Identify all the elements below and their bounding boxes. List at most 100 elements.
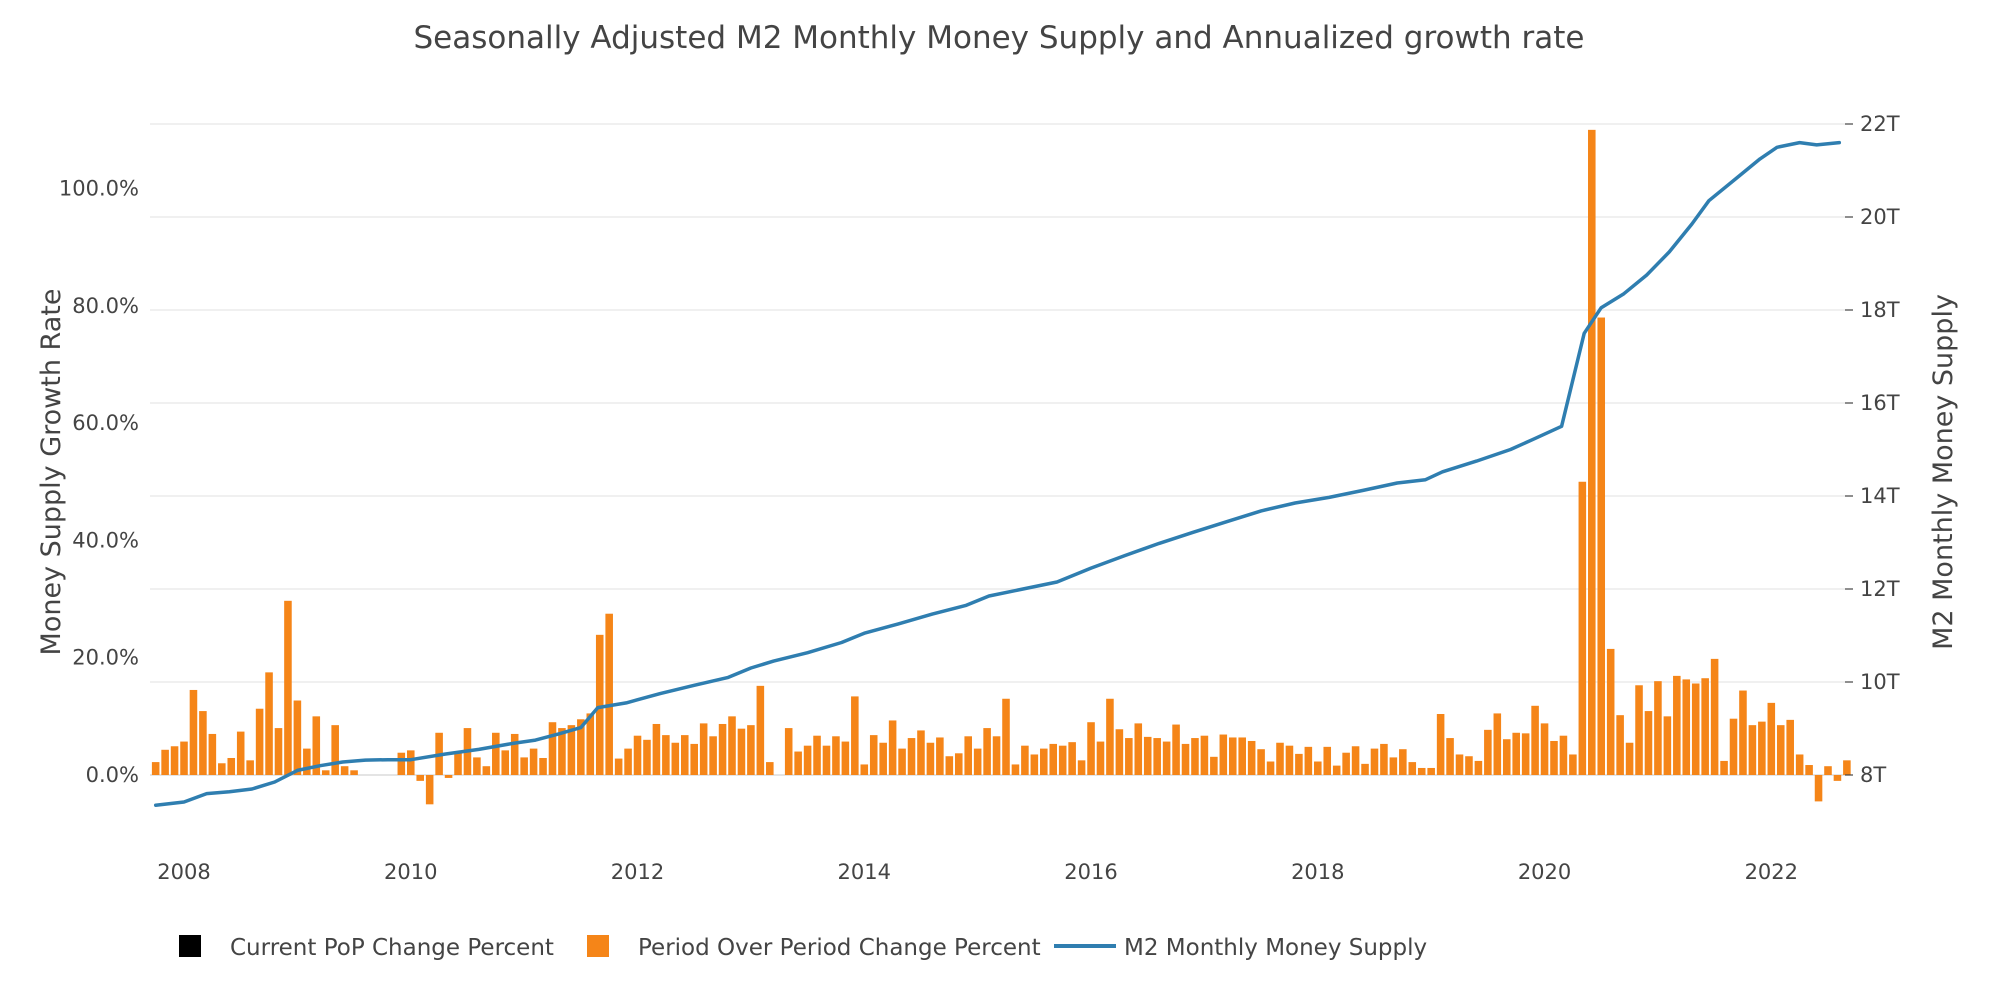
bar: [1351, 746, 1360, 775]
bar: [1691, 683, 1700, 775]
bar: [1502, 739, 1511, 775]
bar: [1191, 738, 1199, 775]
bar: [189, 689, 198, 775]
bar: [1417, 767, 1426, 775]
bar: [1115, 729, 1124, 775]
x-tick-label: 2020: [1518, 860, 1571, 884]
bar: [246, 760, 254, 775]
bar: [1550, 740, 1558, 775]
bar: [973, 748, 982, 775]
bar: [1408, 762, 1417, 775]
bar: [680, 735, 689, 775]
bar: [321, 770, 330, 775]
bar: [218, 763, 226, 775]
bar: [1710, 658, 1719, 775]
bar: [1531, 705, 1539, 775]
bar: [1323, 746, 1332, 775]
bar: [1786, 719, 1794, 775]
legend-label-period-over-period: Period Over Period Change Percent: [638, 935, 1041, 961]
bar: [1342, 752, 1350, 775]
bar: [1285, 745, 1294, 775]
bar: [1843, 760, 1851, 775]
bar: [1228, 737, 1237, 775]
bar: [1181, 743, 1190, 775]
bar: [954, 753, 963, 775]
bar: [1380, 743, 1388, 775]
bar: [255, 708, 264, 775]
bar: [1238, 737, 1246, 775]
line-series: [153, 140, 1842, 807]
y-left-axis-ticks: 0.0% 20.0% 40.0% 60.0% 80.0% 100.0%: [59, 177, 139, 788]
bar: [917, 730, 925, 775]
bar: [1512, 732, 1520, 775]
bar: [652, 723, 661, 775]
bar: [945, 756, 954, 775]
bar: [936, 737, 944, 775]
bar: [1682, 679, 1691, 775]
bar: [1096, 741, 1105, 775]
bar: [577, 719, 585, 775]
bar: [1597, 317, 1606, 775]
x-tick-label: 2008: [157, 860, 210, 884]
bar: [1304, 746, 1313, 775]
bar: [350, 770, 358, 775]
bar: [992, 736, 1001, 775]
y-right-tick-label: 16T: [1860, 391, 1900, 415]
bar: [1134, 723, 1143, 775]
bar: [1720, 760, 1728, 775]
bar: [1389, 757, 1398, 775]
bar: [1276, 742, 1284, 775]
bar: [1077, 760, 1086, 775]
bar: [756, 685, 765, 775]
bar: [813, 735, 821, 775]
bar: [1493, 713, 1502, 775]
bar: [869, 735, 878, 775]
bar: [1654, 681, 1662, 775]
bar: [907, 738, 916, 775]
bar: [728, 716, 736, 775]
bar: [1030, 754, 1039, 775]
bar: [303, 748, 311, 775]
bar: [1540, 723, 1549, 775]
bar: [236, 731, 245, 775]
bar: [1814, 775, 1823, 802]
bar: [1758, 721, 1766, 775]
bar: [510, 733, 519, 775]
bar: [151, 762, 160, 775]
bar: [227, 757, 236, 775]
bar: [1748, 725, 1757, 775]
y-left-tick-label: 60.0%: [72, 411, 139, 435]
bar: [1616, 715, 1624, 775]
bar: [879, 742, 887, 775]
bar: [1776, 725, 1785, 775]
bar: [662, 735, 670, 775]
bar: [690, 743, 698, 775]
bar: [737, 728, 746, 775]
bar: [1087, 722, 1095, 775]
bar: [1370, 748, 1379, 775]
bar: [1210, 756, 1218, 775]
y-right-tick-label: 8T: [1860, 763, 1886, 787]
y-left-tick-label: 40.0%: [72, 528, 139, 552]
bar: [860, 764, 869, 775]
bar: [784, 728, 793, 775]
bar: [747, 725, 755, 775]
y-right-tick-label: 22T: [1860, 112, 1900, 136]
bar: [529, 748, 538, 775]
bar: [1729, 718, 1738, 775]
m2-supply-line: [153, 140, 1842, 807]
bar: [1701, 678, 1709, 775]
bar: [1455, 754, 1464, 775]
bar: [1011, 764, 1020, 775]
bar: [473, 757, 481, 775]
bar: [312, 716, 321, 775]
y-left-tick-label: 0.0%: [86, 763, 139, 787]
bar: [293, 700, 302, 775]
bar: [1484, 729, 1492, 775]
bar: [1673, 675, 1681, 775]
bar: [1521, 733, 1530, 775]
bar: [718, 723, 727, 775]
bar: [1125, 738, 1133, 775]
bar: [1106, 698, 1114, 775]
y-right-tick-label: 14T: [1860, 484, 1900, 508]
